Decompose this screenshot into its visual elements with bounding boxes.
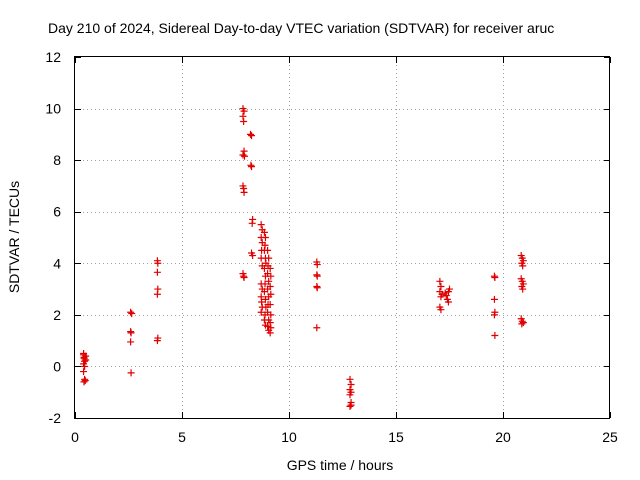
- y-axis-label: SDTVAR / TECUs: [6, 181, 22, 293]
- data-point: [518, 320, 526, 328]
- data-point: [153, 290, 161, 298]
- x-tick-label: 20: [495, 429, 511, 445]
- data-point: [239, 151, 247, 159]
- data-point: [127, 308, 135, 316]
- data-point: [82, 356, 90, 364]
- data-point: [240, 107, 248, 115]
- data-point: [247, 161, 255, 169]
- data-point: [261, 234, 269, 241]
- data-point: [347, 401, 355, 409]
- grid: [75, 57, 610, 418]
- data-point: [446, 285, 453, 293]
- x-tick-label: 5: [178, 429, 186, 445]
- data-point: [267, 290, 275, 298]
- data-point: [153, 337, 161, 345]
- data-point: [240, 273, 248, 281]
- data-point: [266, 301, 274, 309]
- data-point: [266, 329, 274, 337]
- data-point: [240, 152, 248, 160]
- data-point: [490, 311, 498, 319]
- x-tick-label: 25: [602, 429, 618, 445]
- data-point: [313, 272, 321, 280]
- y-tick-label: 8: [53, 152, 61, 168]
- data-point: [249, 252, 257, 260]
- data-point: [257, 221, 265, 229]
- data-point: [346, 375, 354, 383]
- data-point: [261, 280, 269, 288]
- data-point: [81, 377, 89, 385]
- data-point: [313, 324, 321, 332]
- y-tick-label: 2: [53, 307, 61, 323]
- data-point: [127, 329, 135, 337]
- data-point: [261, 241, 269, 249]
- data-point: [490, 295, 498, 303]
- data-point: [257, 308, 265, 316]
- data-point: [266, 282, 274, 290]
- data-point: [128, 310, 136, 318]
- data-point: [258, 298, 266, 306]
- x-tick-label: 0: [71, 429, 79, 445]
- data-point: [248, 163, 256, 171]
- data-points: [80, 105, 527, 410]
- data-point: [127, 369, 135, 377]
- data-point: [264, 322, 272, 330]
- data-point: [248, 219, 256, 227]
- data-point: [436, 277, 444, 285]
- data-point: [127, 338, 135, 346]
- data-point: [519, 319, 527, 327]
- data-point: [346, 391, 354, 399]
- data-point: [442, 292, 450, 300]
- data-point: [437, 293, 445, 301]
- y-tick-label: -2: [49, 410, 62, 426]
- data-point: [153, 268, 161, 276]
- data-point: [80, 378, 88, 386]
- data-point: [437, 282, 445, 290]
- data-point: [346, 402, 354, 410]
- data-point: [154, 259, 162, 267]
- axis-ticks: 0 5 10 15 20 25 -2 0 2 4 6 8 10 12: [45, 49, 618, 445]
- data-point: [260, 228, 268, 236]
- data-point: [444, 298, 452, 306]
- data-point: [267, 311, 275, 319]
- y-tick-label: 0: [53, 358, 61, 374]
- data-point: [81, 362, 89, 370]
- data-point: [491, 273, 499, 281]
- data-point: [265, 277, 273, 285]
- x-axis-label: GPS time / hours: [287, 457, 394, 473]
- data-point: [264, 246, 272, 254]
- plot-frame: [74, 56, 610, 419]
- y-tick-label: 12: [45, 49, 61, 65]
- data-point: [248, 132, 256, 140]
- data-point: [267, 324, 275, 332]
- data-point: [313, 284, 321, 292]
- x-tick-label: 15: [388, 429, 404, 445]
- chart-title: Day 210 of 2024, Sidereal Day-to-day VTE…: [48, 20, 554, 36]
- data-point: [519, 262, 527, 270]
- data-point: [437, 306, 445, 314]
- y-tick-label: 10: [45, 101, 61, 117]
- data-point: [265, 254, 273, 262]
- y-tick-label: 4: [53, 255, 61, 271]
- data-point: [266, 264, 274, 272]
- data-point: [266, 319, 274, 327]
- data-point: [80, 368, 88, 376]
- data-point: [240, 117, 248, 125]
- data-point: [267, 272, 275, 280]
- x-tick-label: 10: [281, 429, 297, 445]
- data-point: [347, 380, 355, 388]
- data-point: [246, 130, 254, 138]
- data-point: [491, 331, 499, 339]
- y-tick-label: 6: [53, 204, 61, 220]
- data-point: [313, 261, 321, 269]
- data-point: [239, 112, 247, 120]
- data-point: [519, 285, 527, 293]
- data-point: [240, 188, 248, 196]
